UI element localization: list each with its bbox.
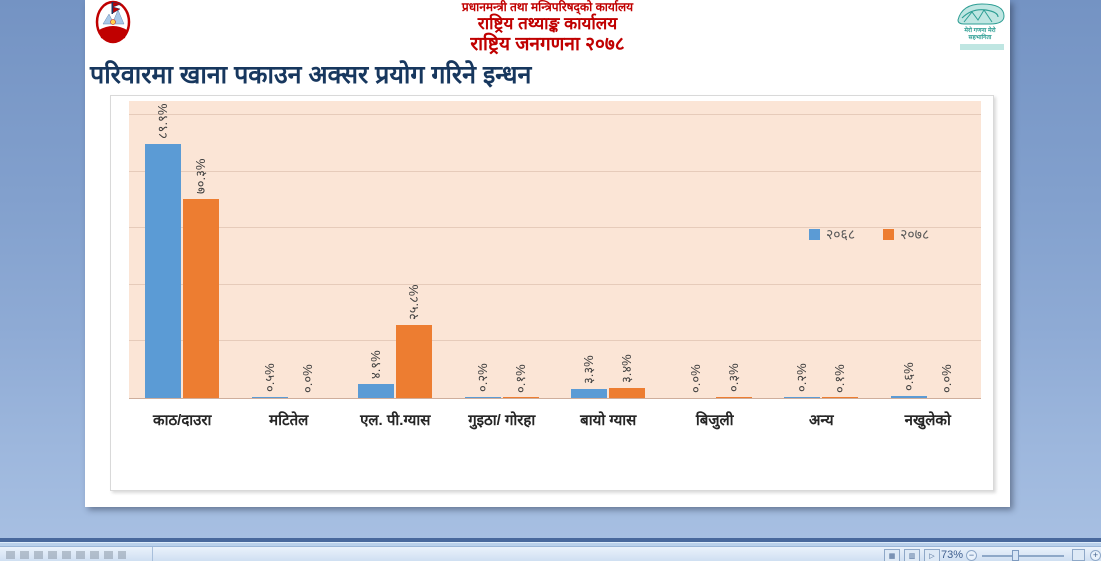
status-left-text-fragment xyxy=(6,551,126,559)
data-label: २५.८% xyxy=(406,284,422,321)
presentation-slide: प्रधानमन्त्री तथा मन्त्रिपरिषद्को कार्या… xyxy=(85,0,1010,507)
bar-२०६८ xyxy=(890,396,927,398)
data-label: ३.४% xyxy=(619,354,635,384)
normal-view-button[interactable]: ▦ xyxy=(884,549,900,561)
bar-२०६८ xyxy=(464,397,501,398)
x-axis-label: एल. पी.ग्यास xyxy=(360,412,431,429)
census-title-line: राष्ट्रिय जनगणना २०७८ xyxy=(470,34,625,55)
data-label: ०.३% xyxy=(725,363,741,393)
data-label: ०.२% xyxy=(474,363,490,393)
zoom-in-button[interactable]: + xyxy=(1090,550,1101,561)
legend-swatch xyxy=(883,229,895,240)
census-2078-logo xyxy=(957,3,1005,50)
bar-२०७८ xyxy=(502,397,539,398)
nepal-emblem-logo xyxy=(95,0,131,44)
legend-item: २०६८ xyxy=(809,225,855,244)
data-label: ०.१% xyxy=(832,364,848,393)
bar-२०७८ xyxy=(715,397,752,398)
gridline xyxy=(129,283,981,285)
data-label: ०.६% xyxy=(900,362,916,392)
bar-२०६८ xyxy=(251,396,288,398)
slide-header: प्रधानमन्त्री तथा मन्त्रिपरिषद्को कार्या… xyxy=(85,0,1010,56)
data-label: ०.१% xyxy=(512,364,528,393)
bar-२०६८ xyxy=(784,397,821,398)
window-bottom-band xyxy=(0,538,1101,542)
data-label: ४.९% xyxy=(368,350,384,380)
x-axis-label: बिजुली xyxy=(695,412,734,429)
bar-२०७८ xyxy=(609,388,646,398)
gridline xyxy=(129,170,981,172)
gridline xyxy=(129,227,981,229)
data-label: ०.०% xyxy=(687,364,703,393)
view-buttons: ▦ ▥ ▷ xyxy=(884,549,940,561)
zoom-slider-track[interactable] xyxy=(982,555,1064,557)
bar-२०६८ xyxy=(571,388,608,398)
slide-title: परिवारमा खाना पकाउन अक्सर प्रयोग गरिने इ… xyxy=(90,61,532,89)
slideshow-view-button[interactable]: ▷ xyxy=(924,549,940,561)
census-logo-caption: मेरो गणना मेरो सहभागिता xyxy=(964,28,996,41)
data-label: ०.२% xyxy=(794,363,810,393)
zoom-slider-thumb[interactable] xyxy=(1012,550,1019,561)
data-label: ७०.३% xyxy=(193,158,209,195)
legend-label: २०६८ xyxy=(826,226,856,242)
x-axis-label: अन्य xyxy=(808,412,834,429)
bar-२०७८ xyxy=(822,397,859,398)
chart-frame: २०६८ २०७८ ८९.९% ७०.३% ०.५% ०.०% ४.९% २५.८% ०.२%… xyxy=(110,95,994,491)
bar-२०७८ xyxy=(183,199,220,398)
status-divider xyxy=(152,547,153,561)
slide-sorter-view-button[interactable]: ▥ xyxy=(904,549,920,561)
chart-legend: २०६८ २०७८ xyxy=(809,225,929,244)
gridline xyxy=(129,340,981,342)
bar-२०६८ xyxy=(358,384,395,398)
x-axis-label: मटितेल xyxy=(269,412,309,429)
x-axis-label: काठ/दाउरा xyxy=(153,412,212,429)
legend-swatch xyxy=(809,229,820,240)
zoom-level: 73% xyxy=(941,549,964,561)
x-axis-label: नखुलेको xyxy=(904,412,951,429)
plot-area: २०६८ २०७८ ८९.९% ७०.३% ०.५% ०.०% ४.९% २५.८% ०.२%… xyxy=(129,101,981,399)
x-axis-label: बायो ग्यास xyxy=(580,412,637,429)
x-axis-labels: काठ/दाउरा मटितेल एल. पी.ग्यास गुइठा/ गोरहा ब… xyxy=(129,410,981,434)
status-bar: ▦ ▥ ▷ 73% − + xyxy=(0,546,1101,561)
window-bottom-highlight xyxy=(0,542,1101,547)
x-axis-label: गुइठा/ गोरहा xyxy=(468,412,536,429)
fit-to-window-button[interactable] xyxy=(1072,549,1085,561)
data-label: ०.०% xyxy=(299,364,315,393)
office-line-2: राष्ट्रिय तथ्याङ्क कार्यालय xyxy=(477,14,618,33)
data-label: ३.३% xyxy=(581,354,597,384)
bar-२०६८ xyxy=(145,143,182,398)
data-label: ८९.९% xyxy=(155,103,171,139)
data-label: ०.०% xyxy=(938,364,954,393)
data-label: ०.५% xyxy=(261,362,277,392)
gridline xyxy=(129,114,981,116)
bar-२०७८ xyxy=(396,325,433,398)
zoom-out-button[interactable]: − xyxy=(966,550,977,561)
office-line-1: प्रधानमन्त्री तथा मन्त्रिपरिषद्को कार्या… xyxy=(461,0,634,14)
legend-label: २०७८ xyxy=(900,226,930,242)
legend-item: २०७८ xyxy=(883,225,929,244)
